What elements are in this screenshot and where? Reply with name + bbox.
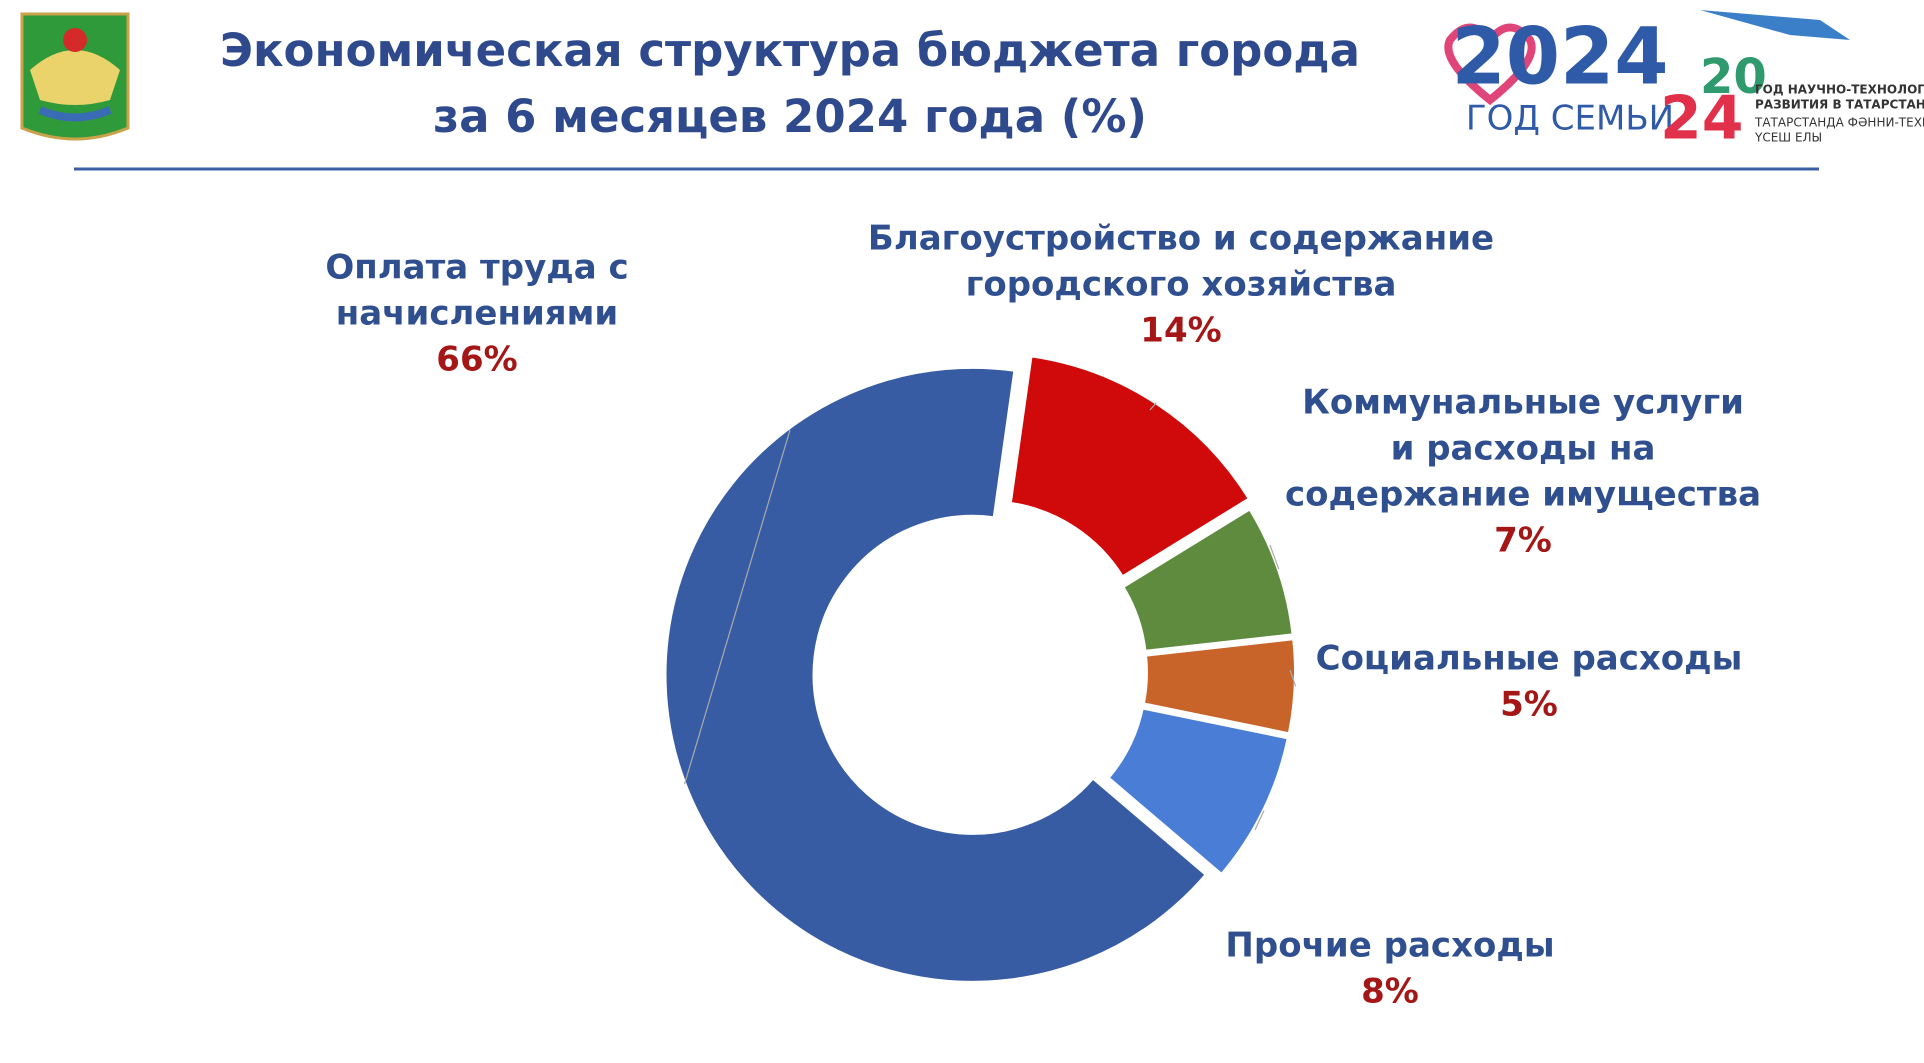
category-label: Социальные расходы xyxy=(1316,639,1743,679)
leader-line xyxy=(1149,402,1157,411)
coat-of-arms xyxy=(20,12,130,141)
logo-text: РАЗВИТИЯ В ТАТАРСТАНЕ xyxy=(1755,98,1924,112)
value-label: 5% xyxy=(1500,685,1558,725)
leader-line xyxy=(1269,544,1280,570)
value-label: 14% xyxy=(1140,311,1221,351)
category-label: Коммунальные услуги xyxy=(1302,383,1744,423)
category-label: Благоустройство и содержание xyxy=(868,219,1494,259)
donut-slice xyxy=(1119,505,1296,655)
category-label: Прочие расходы xyxy=(1225,926,1554,966)
logo-text: ГОД НАУЧНО-ТЕХНОЛОГИЧЕСКОГО xyxy=(1755,83,1924,97)
value-label: 8% xyxy=(1361,972,1419,1012)
leader-line xyxy=(1289,669,1297,687)
donut-slice xyxy=(1140,635,1298,737)
donut-slice xyxy=(662,364,1210,985)
value-label: 66% xyxy=(436,340,517,380)
leader-line xyxy=(1254,810,1265,831)
value-label: 7% xyxy=(1494,521,1552,561)
donut-slice xyxy=(1007,353,1253,581)
category-label: содержание имущества xyxy=(1285,475,1761,515)
donut-slice xyxy=(1104,704,1292,879)
svg-text:20: 20 xyxy=(1700,49,1767,105)
title-line: Экономическая структура бюджета города xyxy=(220,24,1360,77)
category-label: Оплата труда с xyxy=(325,248,628,288)
logo-science-year: 20 24 ГОД НАУЧНО-ТЕХНОЛОГИЧЕСКОГО РАЗВИТ… xyxy=(1660,10,1924,154)
leader-line xyxy=(683,429,791,785)
category-label: и расходы на xyxy=(1391,429,1656,469)
logo-year-of-family: 2024 ГОД СЕМЬИ xyxy=(1444,12,1674,139)
category-label: начислениями xyxy=(336,294,618,334)
category-label: городского хозяйства xyxy=(966,265,1397,305)
title-line: за 6 месяцев 2024 года (%) xyxy=(433,90,1147,143)
logo-text: 2024 xyxy=(1451,12,1668,102)
logo-text: ТАТАРСТАНДА ФӘННИ-ТЕХНОЛОГИК xyxy=(1754,116,1924,130)
logo-text: ГОД СЕМЬИ xyxy=(1466,99,1674,139)
svg-text:24: 24 xyxy=(1660,84,1744,154)
logo-text: ҮСЕШ ЕЛЫ xyxy=(1754,131,1822,145)
